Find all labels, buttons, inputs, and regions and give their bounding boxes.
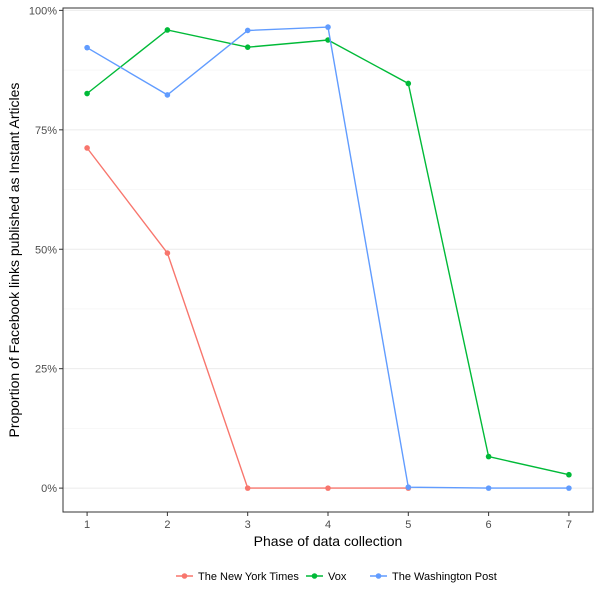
data-point (84, 90, 90, 97)
series-layer (84, 24, 572, 491)
legend-label: The Washington Post (392, 571, 497, 583)
series-line (86, 29, 570, 476)
data-point (566, 471, 572, 478)
data-point (244, 44, 251, 50)
x-tick-label: 5 (405, 519, 411, 531)
legend-item: Vox (306, 571, 347, 583)
legend-key-point (375, 573, 382, 579)
x-tick-label: 1 (84, 519, 90, 531)
y-tick-label: 25% (35, 364, 57, 376)
grid-layer (63, 9, 593, 489)
series-line (86, 147, 409, 489)
y-tick-label: 100% (29, 5, 57, 17)
data-point (164, 92, 171, 98)
data-point (325, 24, 331, 30)
x-tick-label: 6 (486, 519, 492, 531)
data-point (84, 145, 90, 151)
data-point (405, 80, 412, 87)
data-point (405, 484, 412, 490)
panel-border (62, 7, 594, 513)
data-point (244, 485, 251, 491)
legend-item: The New York Times (176, 571, 299, 583)
x-tick-label: 4 (325, 519, 331, 531)
x-tick-label: 3 (245, 519, 251, 531)
data-point (84, 44, 90, 51)
data-point (485, 453, 492, 460)
x-axis-title: Phase of data collection (254, 533, 403, 549)
legend-item: The Washington Post (370, 571, 497, 583)
data-point (164, 250, 171, 256)
data-point (164, 27, 171, 33)
series-line (86, 26, 569, 489)
y-tick-label: 75% (35, 125, 57, 137)
x-tick-label: 7 (566, 519, 572, 531)
legend: The New York Times Vox The Washington Post (176, 571, 497, 583)
data-point (325, 485, 331, 491)
legend-label: The New York Times (198, 571, 299, 583)
data-point (244, 27, 251, 34)
y-axis-title: Proportion of Facebook links published a… (6, 83, 22, 438)
y-tick-label: 0% (41, 483, 57, 495)
y-tick-label: 50% (35, 244, 57, 256)
data-point (485, 485, 492, 491)
legend-label: Vox (328, 571, 347, 583)
legend-key-point (311, 573, 318, 579)
data-point (566, 485, 572, 491)
x-tick-label: 2 (164, 519, 170, 531)
legend-key-point (181, 573, 188, 579)
axis-layer: 0% 25% 50% 75% 100% 1 2 3 4 5 6 7 (29, 5, 572, 531)
